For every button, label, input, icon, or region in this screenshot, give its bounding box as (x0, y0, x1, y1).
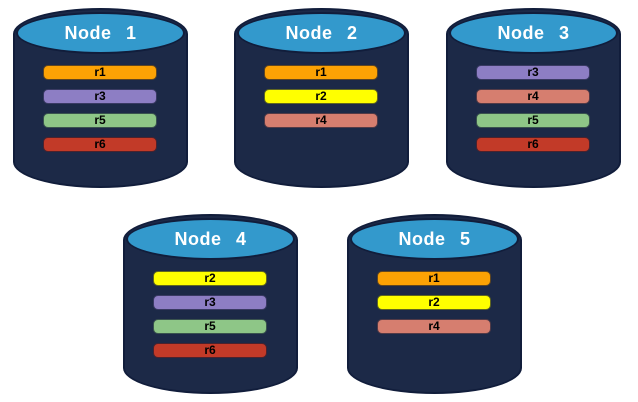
replica-bar-r3: r3 (43, 89, 157, 104)
replica-bar-r6: r6 (476, 137, 590, 152)
node-label: Node 1 (64, 22, 137, 43)
replica-list: r1 r2 r4 (377, 271, 491, 334)
replica-bar-r5: r5 (153, 319, 267, 334)
replica-bar-r2: r2 (264, 89, 378, 104)
replica-bar-r1: r1 (377, 271, 491, 286)
replica-bar-r4: r4 (264, 113, 378, 128)
node-3-cylinder: Node 3 r3 r4 r5 r6 (446, 8, 621, 188)
node-4-cylinder: Node 4 r2 r3 r5 r6 (123, 214, 298, 394)
node-5-cylinder: Node 5 r1 r2 r4 (347, 214, 522, 394)
node-label: Node 4 (174, 228, 247, 249)
cylinder-top-ellipse: Node 1 (16, 12, 185, 54)
replica-bar-r6: r6 (43, 137, 157, 152)
replica-bar-r3: r3 (476, 65, 590, 80)
replica-list: r2 r3 r5 r6 (153, 271, 267, 358)
replica-bar-r1: r1 (43, 65, 157, 80)
replica-bar-r5: r5 (43, 113, 157, 128)
replica-list: r1 r3 r5 r6 (43, 65, 157, 152)
replica-bar-r1: r1 (264, 65, 378, 80)
replica-list: r3 r4 r5 r6 (476, 65, 590, 152)
replica-bar-r6: r6 (153, 343, 267, 358)
cylinder-top-ellipse: Node 2 (237, 12, 406, 54)
node-label: Node 5 (398, 228, 471, 249)
cylinder-top-ellipse: Node 4 (126, 218, 295, 260)
replica-bar-r4: r4 (377, 319, 491, 334)
node-1-cylinder: Node 1 r1 r3 r5 r6 (13, 8, 188, 188)
cylinder-top-ellipse: Node 5 (350, 218, 519, 260)
replica-bar-r4: r4 (476, 89, 590, 104)
node-label: Node 3 (497, 22, 570, 43)
replica-bar-r5: r5 (476, 113, 590, 128)
replica-list: r1 r2 r4 (264, 65, 378, 128)
node-label: Node 2 (285, 22, 358, 43)
node-2-cylinder: Node 2 r1 r2 r4 (234, 8, 409, 188)
replica-bar-r2: r2 (153, 271, 267, 286)
replica-bar-r3: r3 (153, 295, 267, 310)
replica-bar-r2: r2 (377, 295, 491, 310)
cylinder-top-ellipse: Node 3 (449, 12, 618, 54)
